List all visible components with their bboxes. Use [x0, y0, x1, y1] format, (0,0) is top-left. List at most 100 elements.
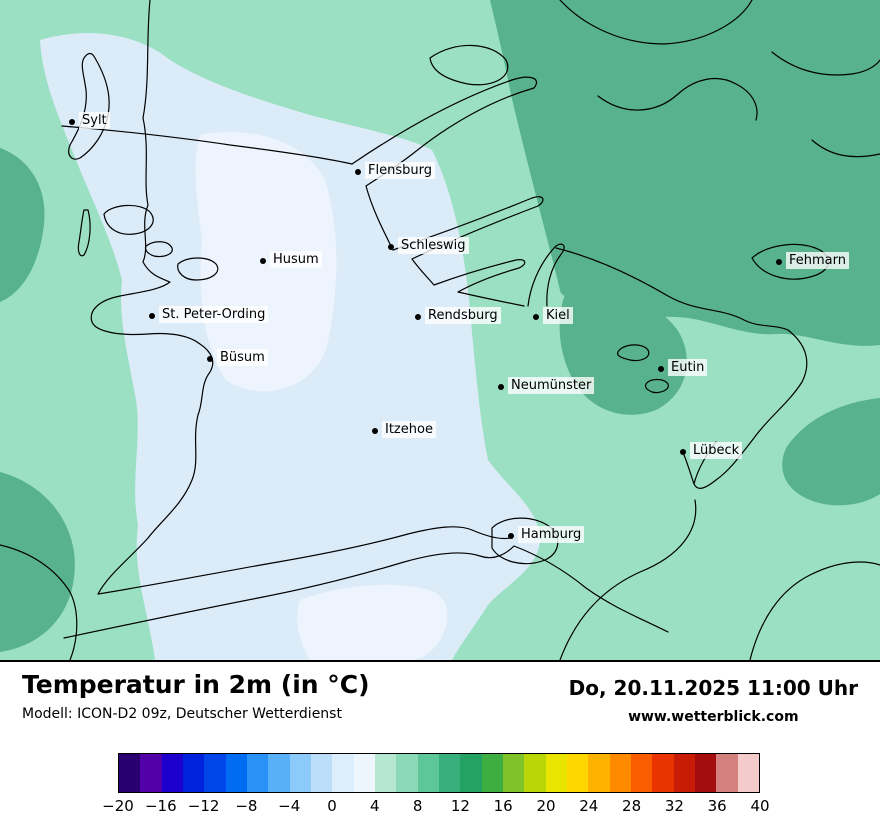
coastlines — [0, 0, 880, 660]
legend-color-cell — [353, 754, 375, 792]
legend-tick-label: 28 — [622, 797, 642, 815]
city-label: Lübeck — [690, 442, 743, 459]
flensburg-fjord-coast — [351, 76, 538, 247]
valid-datetime: Do, 20.11.2025 11:00 Uhr — [568, 676, 858, 700]
legend-color-cell — [460, 754, 482, 792]
city-dot — [372, 428, 378, 434]
legend-tick-label: −8 — [235, 797, 258, 815]
foehr-island-outline — [103, 204, 154, 235]
legend-tick-label: −16 — [144, 797, 177, 815]
border-mecklenburg — [749, 561, 880, 660]
legend-color-cell — [182, 754, 205, 792]
legend-tick-label: 4 — [370, 797, 380, 815]
city-layer: Sylt Flensburg Schleswig Husum Fehmarn St. Pe… — [69, 112, 849, 543]
model-info: Modell: ICON-D2 09z, Deutscher Wetterdie… — [22, 706, 342, 722]
legend-color-cell — [289, 754, 311, 792]
legend-color-cell — [246, 754, 269, 792]
legend-tick-label: 8 — [412, 797, 423, 815]
city-label: Flensburg — [365, 162, 435, 179]
legend-color-cell — [652, 754, 674, 792]
pellworm-island-outline — [144, 241, 173, 258]
legend-tick-label: −4 — [278, 797, 301, 815]
warm-air-baltic-region — [490, 0, 880, 346]
city-dot — [69, 119, 75, 125]
legend-color-cell — [673, 754, 695, 792]
elbe-north-bank — [97, 526, 511, 595]
website-url: www.wetterblick.com — [628, 709, 799, 725]
map-area: Sylt Flensburg Schleswig Husum Fehmarn St. Pe… — [0, 0, 880, 662]
border-holstein-southeast — [559, 499, 697, 660]
legend-color-cell — [161, 754, 183, 792]
legend-color-cell — [140, 754, 162, 792]
warm-air-west-edge-patch — [0, 148, 45, 302]
hamburg-city-contour — [491, 517, 559, 565]
legend-color-cell — [716, 754, 738, 792]
legend-color-cell — [481, 754, 503, 792]
border-southeast-of-hamburg — [513, 545, 669, 633]
legend-color-cell — [630, 754, 653, 792]
temperature-legend: −20 −16 −12 −8 −4 0 4 8 12 16 20 24 28 32 36 40 — [102, 753, 770, 817]
legend-ticks: −20 −16 −12 −8 −4 0 4 8 12 16 20 24 28 32 36 40 — [102, 797, 769, 817]
legend-tick-label: 16 — [493, 797, 513, 815]
legend-bar — [118, 753, 760, 793]
funen-south-coast — [559, 0, 753, 45]
city-dot — [680, 449, 686, 455]
elbe-south-bank — [63, 545, 515, 639]
legend-color-cell — [566, 754, 589, 792]
city-dot — [776, 259, 782, 265]
city-dot — [260, 258, 266, 264]
legend-color-cell — [268, 754, 290, 792]
legend-tick-label: 12 — [450, 797, 470, 815]
map-caption-right: Do, 20.11.2025 11:00 Uhr www.wetterblick… — [569, 676, 858, 725]
legend-color-cell — [438, 754, 461, 792]
legend-tick-label: 24 — [579, 797, 599, 815]
map-caption-left: Temperatur in 2m (in °C) Modell: ICON-D2… — [22, 670, 370, 722]
legend-tick-label: 40 — [750, 797, 770, 815]
legend-color-cell — [374, 754, 397, 792]
city-label: Schleswig — [398, 237, 469, 254]
west-coastline — [90, 0, 214, 595]
city-label: Sylt — [79, 112, 110, 129]
legend-color-cell — [694, 754, 717, 792]
nordstrand-island-outline — [177, 257, 219, 281]
cold-core-region-south — [297, 584, 448, 660]
schlei-inlet-coast — [392, 196, 544, 286]
cold-core-region — [195, 132, 337, 392]
legend-color-cell — [310, 754, 333, 792]
city-dot — [415, 314, 421, 320]
city-label: Husum — [270, 251, 322, 268]
legend-tick-label: −12 — [187, 797, 220, 815]
kiel-fjord-coast — [527, 243, 565, 307]
city-dot — [149, 313, 155, 319]
ploen-lake-outline — [617, 344, 650, 362]
langeland-coast — [771, 51, 880, 76]
city-dot — [207, 356, 213, 362]
city-dot — [533, 314, 539, 320]
danish-border-line — [61, 125, 353, 165]
warm-air-southwest-patch — [0, 472, 75, 652]
legend-color-cell — [396, 754, 418, 792]
legend-tick-label: 36 — [707, 797, 727, 815]
city-label: St. Peter-Ording — [159, 306, 269, 323]
amrum-island-outline — [77, 209, 91, 257]
legend-color-cell — [332, 754, 354, 792]
eckernfoerde-bay-coast — [433, 259, 526, 307]
legend-tick-label: 32 — [664, 797, 684, 815]
danish-archipelago-coast — [597, 77, 758, 121]
danish-island-als-outline — [429, 44, 509, 86]
east-baltic-coast — [555, 247, 789, 331]
city-dot — [508, 533, 514, 539]
legend-color-cell — [119, 754, 141, 792]
city-label: Eutin — [668, 359, 708, 376]
legend-color-cell — [524, 754, 546, 792]
warm-air-luebeck-bay-patch — [782, 398, 880, 506]
city-label: Kiel — [543, 307, 573, 324]
trave-river-line — [683, 454, 695, 485]
city-dot — [355, 169, 361, 175]
legend-color-cell — [204, 754, 226, 792]
city-label: Fehmarn — [786, 252, 849, 269]
city-label: Itzehoe — [382, 421, 436, 438]
city-dot — [388, 244, 394, 250]
legend-tick-label: 20 — [536, 797, 556, 815]
